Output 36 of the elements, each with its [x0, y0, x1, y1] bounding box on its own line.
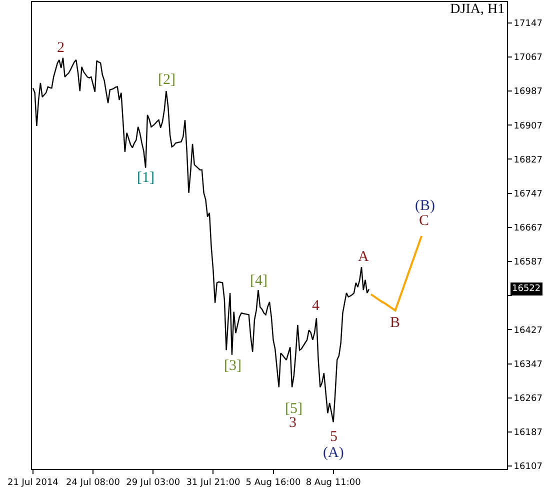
line-series — [370, 234, 423, 312]
annotation: [1] — [137, 170, 154, 186]
y-tick-label: 16427 — [514, 326, 542, 336]
x-tick-label: 5 Aug 16:00 — [246, 478, 301, 487]
annotation: 16522 — [512, 284, 541, 294]
annotation: 5 — [330, 429, 338, 445]
annotation: (A) — [323, 445, 344, 461]
y-tick-label: 16747 — [514, 189, 542, 200]
y-tick-label: 16267 — [514, 394, 542, 404]
y-tick-label: 16987 — [514, 87, 542, 98]
y-tick-label: 17067 — [514, 53, 542, 64]
annotation: 2 — [57, 40, 64, 56]
x-tick-label: 31 Jul 21:00 — [186, 478, 240, 487]
y-tick-label: 16347 — [514, 360, 542, 370]
chart-title: DJIA, H1 — [450, 2, 505, 18]
x-tick-label: 21 Jul 2014 — [7, 478, 59, 487]
annotation: 3 — [289, 415, 296, 431]
annotation: [2] — [158, 72, 176, 88]
x-tick-label: 29 Jul 03:00 — [126, 478, 180, 487]
y-tick-label: 16587 — [514, 258, 542, 268]
y-tick-label: 16187 — [514, 428, 542, 438]
annotation: C — [419, 213, 430, 229]
y-tick-label: 16107 — [514, 462, 542, 472]
annotation: [5] — [285, 401, 302, 417]
y-tick-label: 16827 — [514, 155, 542, 166]
y-tick-label: 17147 — [514, 19, 542, 30]
x-tick-label: 24 Jul 08:00 — [66, 478, 120, 487]
annotation: 4 — [312, 298, 320, 314]
y-tick-label: 16907 — [514, 121, 542, 132]
annotation: [4] — [250, 273, 268, 289]
x-tick-label: 8 Aug 11:00 — [306, 478, 362, 487]
annotation: B — [390, 315, 400, 331]
y-tick-label: 16667 — [514, 224, 542, 234]
annotation: [3] — [224, 358, 242, 374]
annotation: (B) — [415, 198, 435, 214]
annotation: A — [358, 249, 369, 265]
